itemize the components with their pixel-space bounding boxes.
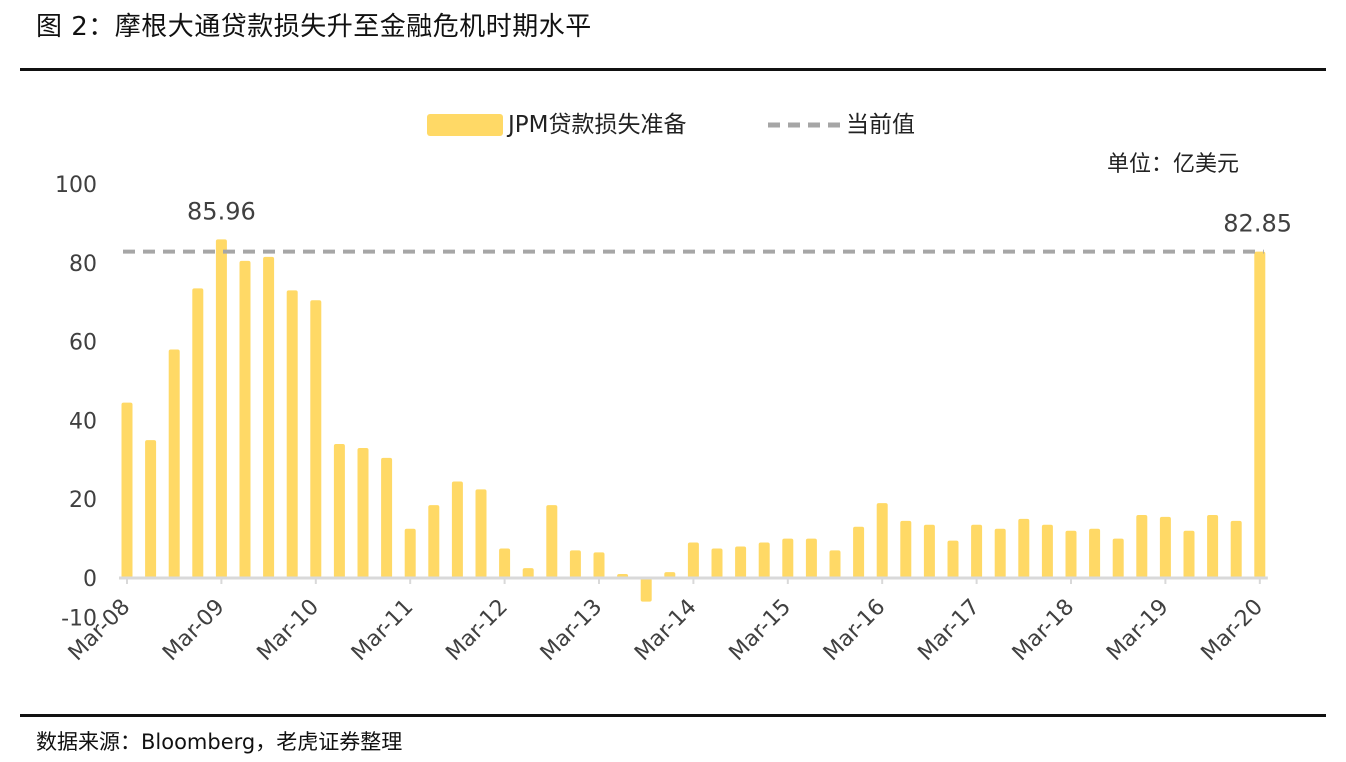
bar (121, 402, 133, 578)
legend-bar-swatch (427, 114, 503, 136)
data-label: 85.96 (187, 197, 256, 225)
bar (711, 548, 723, 578)
legend: JPM贷款损失准备 当前值 (427, 112, 915, 138)
bar (829, 550, 841, 578)
bar (428, 505, 440, 578)
x-tick-label: Mar-20 (1197, 595, 1268, 666)
bar (947, 540, 959, 578)
y-axis-ticks: -10 0 20 40 60 80 100 (55, 173, 97, 631)
bar (923, 524, 935, 578)
bar (499, 548, 511, 578)
x-tick-label: Mar-10 (253, 595, 324, 666)
data-labels: 85.96 82.85 (187, 197, 1292, 237)
bar (475, 489, 487, 578)
bar (192, 288, 204, 578)
bar (994, 528, 1006, 578)
top-rule (20, 68, 1326, 71)
y-tick-label: 100 (55, 173, 97, 198)
bar (569, 550, 581, 578)
bar (900, 520, 912, 578)
figure-title: 图 2：摩根大通贷款损失升至金融危机时期水平 (36, 12, 592, 42)
legend-bar-label: JPM贷款损失准备 (506, 112, 687, 138)
bar (1230, 520, 1242, 578)
bar (640, 578, 652, 602)
unit-label: 单位：亿美元 (1107, 152, 1239, 177)
chart: JPM贷款损失准备 当前值 单位：亿美元 -10 0 20 40 60 80 100 Mar… (55, 112, 1292, 666)
y-tick-label: 40 (69, 409, 97, 434)
bar (1159, 516, 1171, 578)
x-tick-label: Mar-19 (1102, 595, 1173, 666)
bar (239, 260, 251, 578)
x-tick-label: Mar-17 (913, 595, 984, 666)
bar (145, 440, 157, 578)
bar (593, 552, 605, 578)
bar (1018, 518, 1030, 578)
bottom-rule (20, 714, 1326, 717)
bar (1089, 528, 1101, 578)
bar (1207, 514, 1219, 578)
bar (522, 568, 534, 578)
x-tick-label: Mar-16 (819, 595, 890, 666)
bar (357, 447, 369, 578)
bar (333, 444, 345, 578)
bar (310, 300, 322, 578)
x-tick-label: Mar-15 (725, 595, 796, 666)
x-tick-label: Mar-12 (441, 595, 512, 666)
bar (735, 546, 747, 578)
y-tick-label: 80 (69, 252, 97, 277)
data-label: 82.85 (1223, 210, 1292, 238)
bar (805, 538, 817, 578)
source-note: 数据来源：Bloomberg，老虎证券整理 (36, 730, 403, 754)
legend-line-label: 当前值 (846, 112, 915, 138)
bars (121, 239, 1266, 602)
x-axis-ticks: Mar-08 Mar-09 Mar-10 Mar-11 Mar-12 Mar-13 Mar-… (64, 578, 1268, 666)
bar (168, 349, 180, 578)
bar (451, 481, 463, 578)
bar (215, 239, 227, 578)
bar (971, 524, 983, 578)
bar (1065, 530, 1077, 578)
bar (1254, 251, 1266, 579)
bar (381, 457, 393, 578)
bar (758, 542, 770, 578)
x-tick-label: Mar-18 (1008, 595, 1079, 666)
bar (853, 526, 865, 578)
bar (404, 528, 416, 578)
x-tick-label: Mar-13 (536, 595, 607, 666)
bar (782, 538, 794, 578)
y-tick-label: 60 (69, 331, 97, 356)
bar (546, 505, 558, 578)
bar (876, 503, 888, 578)
y-tick-label: 0 (83, 567, 97, 592)
x-tick-label: Mar-09 (158, 595, 229, 666)
x-tick-label: Mar-11 (347, 595, 418, 666)
bar (687, 542, 699, 578)
y-tick-label: -10 (61, 606, 97, 631)
bar (1183, 530, 1195, 578)
y-tick-label: 20 (69, 488, 97, 513)
bar (1112, 538, 1124, 578)
bar (263, 256, 275, 578)
bar (1041, 524, 1053, 578)
bar (1136, 514, 1148, 578)
x-tick-label: Mar-14 (630, 595, 701, 666)
bar (286, 290, 298, 578)
